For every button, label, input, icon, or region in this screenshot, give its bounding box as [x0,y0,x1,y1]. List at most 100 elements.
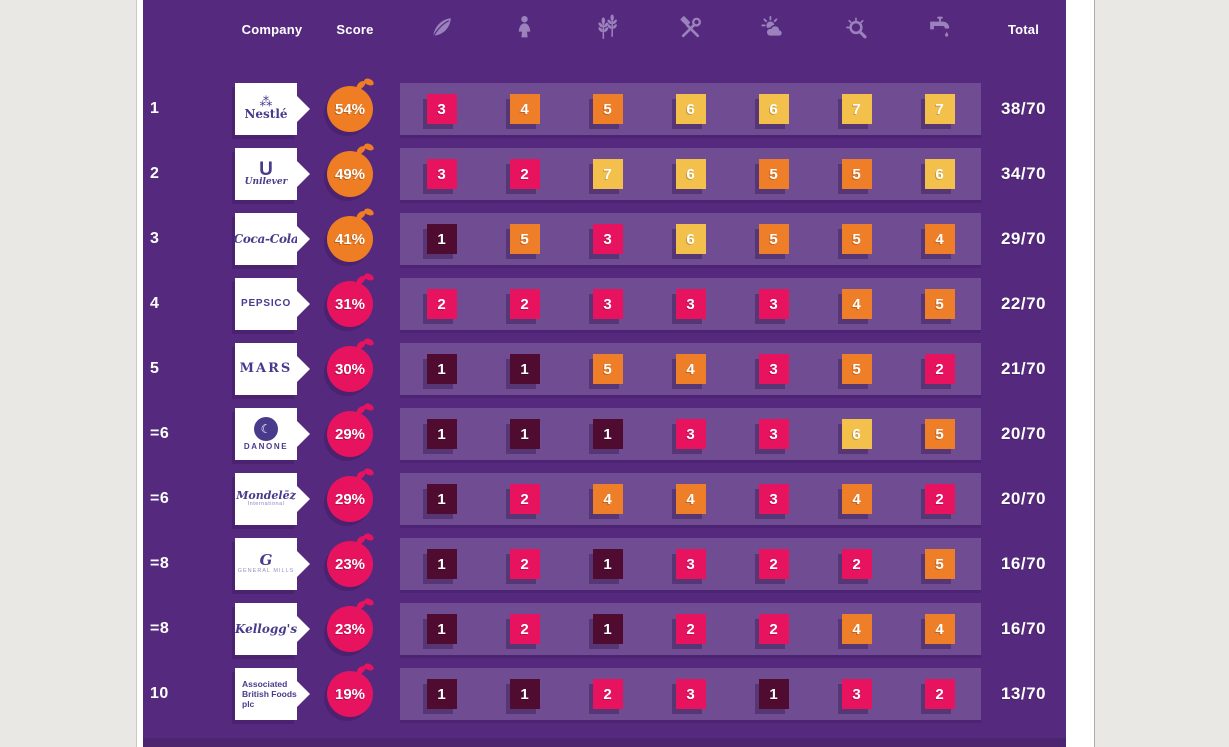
score-tile[interactable]: 1 [426,419,457,449]
score-tile[interactable]: 1 [426,224,457,254]
score-tile[interactable]: 3 [426,159,457,189]
score-tile[interactable]: 4 [592,484,623,514]
score-tile[interactable]: 2 [509,159,540,189]
score-tile[interactable]: 4 [509,94,540,124]
score-tile[interactable]: 2 [592,679,623,709]
score-tile[interactable]: 5 [924,549,955,579]
company-logo[interactable]: MARS [235,343,297,395]
score-tile[interactable]: 3 [758,354,789,384]
score-tile[interactable]: 1 [592,419,623,449]
company-logo[interactable]: Mondelēz International [235,473,297,525]
score-tile[interactable]: 1 [592,549,623,579]
table-row: =6 Mondelēz International 29% 1 2 4 4 3 4 2 20/… [143,473,1066,525]
score-tile[interactable]: 5 [924,289,955,319]
score-tile[interactable]: 3 [675,549,706,579]
score-tile[interactable]: 1 [426,354,457,384]
score-tile[interactable]: 1 [509,354,540,384]
score-tile[interactable]: 2 [509,289,540,319]
score-tile[interactable]: 5 [841,224,872,254]
score-tile[interactable]: 1 [426,549,457,579]
company-logo[interactable]: G GENERAL MILLS [235,538,297,590]
score-tile[interactable]: 5 [924,419,955,449]
score-tile[interactable]: 4 [841,289,872,319]
score-tile[interactable]: 2 [509,614,540,644]
score-tile[interactable]: 2 [758,614,789,644]
rank-label: =8 [150,620,170,637]
score-tile[interactable]: 2 [758,549,789,579]
score-tile[interactable]: 2 [509,484,540,514]
score-tile[interactable]: 3 [675,419,706,449]
score-label: 19% [334,685,366,703]
score-tile[interactable]: 4 [841,484,872,514]
score-tile[interactable]: 2 [924,679,955,709]
company-logo[interactable]: U Unilever [235,148,297,200]
score-tile[interactable]: 6 [675,159,706,189]
tap-icon[interactable] [898,12,981,42]
score-tile[interactable]: 5 [509,224,540,254]
score-tile[interactable]: 3 [675,289,706,319]
score-tile[interactable]: 1 [426,679,457,709]
score-tile[interactable]: 2 [841,549,872,579]
score-tile[interactable]: 5 [592,94,623,124]
score-tile[interactable]: 2 [675,614,706,644]
score-tile[interactable]: 4 [924,224,955,254]
score-tile[interactable]: 3 [841,679,872,709]
score-tile[interactable]: 1 [509,679,540,709]
score-tile[interactable]: 4 [841,614,872,644]
score-tile[interactable]: 1 [592,614,623,644]
magnifier-icon[interactable] [815,12,898,42]
company-logo[interactable]: Associated British Foods plc [235,668,297,720]
score-tile[interactable]: 3 [675,679,706,709]
score-cell: 3 [649,408,732,460]
rank-label: 4 [150,295,160,312]
score-tile[interactable]: 5 [758,224,789,254]
tools-icon[interactable] [649,12,732,42]
score-tile[interactable]: 3 [758,484,789,514]
score-tile[interactable]: 6 [675,224,706,254]
score-tile[interactable]: 6 [841,419,872,449]
score-cell: 4 [815,603,898,655]
score-tile[interactable]: 2 [509,549,540,579]
leaf-icon[interactable] [400,12,483,42]
score-tile[interactable]: 3 [592,289,623,319]
score-cell: 3 [732,473,815,525]
sun-cloud-icon[interactable] [732,12,815,42]
score-band: 1 2 4 4 3 4 2 [400,473,981,525]
company-logo[interactable]: Coca-Cola [234,213,299,265]
score-tile[interactable]: 5 [592,354,623,384]
score-tile[interactable]: 1 [758,679,789,709]
company-logo[interactable]: PEPSICO [235,278,297,330]
score-tile[interactable]: 3 [758,289,789,319]
score-label: 23% [334,620,366,638]
company-logo[interactable]: Kellogg's [235,603,297,655]
score-tile[interactable]: 1 [509,419,540,449]
company-logo[interactable]: ☾ DANONE [235,408,297,460]
score-tile[interactable]: 2 [924,484,955,514]
score-cell: 4 [898,213,981,265]
score-tile[interactable]: 4 [924,614,955,644]
score-tile[interactable]: 6 [924,159,955,189]
score-tile[interactable]: 5 [758,159,789,189]
score-tile[interactable]: 1 [426,614,457,644]
score-cell: 3 [732,408,815,460]
total-label: 29/70 [1000,229,1047,248]
score-tile[interactable]: 7 [592,159,623,189]
score-tile[interactable]: 4 [675,354,706,384]
score-tile[interactable]: 7 [841,94,872,124]
wheat-icon[interactable] [566,12,649,42]
score-tile[interactable]: 3 [758,419,789,449]
score-tile[interactable]: 3 [592,224,623,254]
company-logo[interactable]: ⁂ Nestlé [235,83,297,135]
score-tile[interactable]: 2 [426,289,457,319]
score-tile[interactable]: 3 [426,94,457,124]
score-tile[interactable]: 5 [841,354,872,384]
score-tile[interactable]: 6 [675,94,706,124]
woman-icon[interactable] [483,12,566,42]
score-tile[interactable]: 7 [924,94,955,124]
score-cell: 1 [566,538,649,590]
score-tile[interactable]: 6 [758,94,789,124]
score-tile[interactable]: 5 [841,159,872,189]
score-tile[interactable]: 4 [675,484,706,514]
score-tile[interactable]: 2 [924,354,955,384]
score-tile[interactable]: 1 [426,484,457,514]
